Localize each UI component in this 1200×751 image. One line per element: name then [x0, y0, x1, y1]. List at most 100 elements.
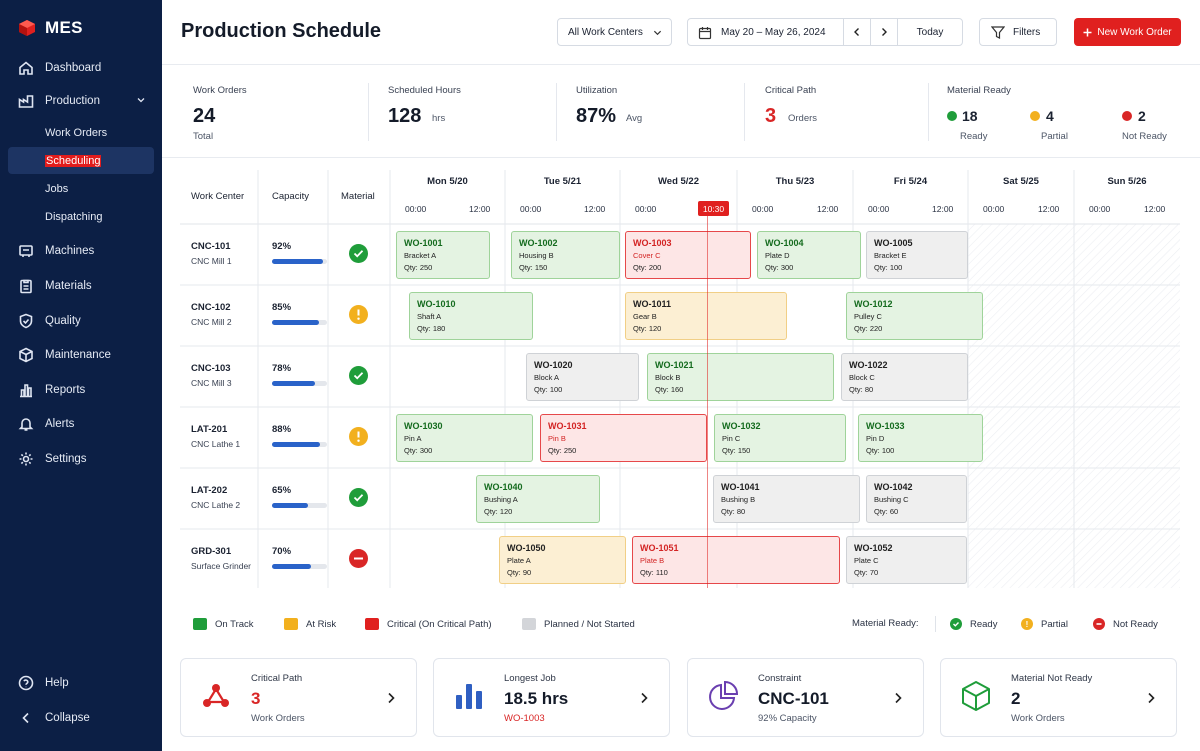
sidebar-item-materials[interactable]: Materials	[8, 272, 154, 300]
work-order-qty: Qty: 250	[404, 263, 433, 272]
work-order-part: Bushing A	[484, 495, 518, 504]
kpi-sub: Total	[193, 131, 214, 142]
next-week-button[interactable]	[870, 19, 898, 45]
sidebar-sub-work-orders[interactable]: Work Orders	[45, 126, 108, 139]
new-work-order-button[interactable]: New Work Order	[1074, 18, 1181, 46]
warning-icon: !	[1021, 618, 1033, 630]
cube-icon	[962, 681, 990, 711]
logo-icon	[19, 20, 35, 36]
legend-label: At Risk	[306, 618, 337, 630]
help-icon	[18, 675, 34, 691]
card-label: Material Not Ready	[1011, 673, 1093, 684]
work-order-qty: Qty: 110	[640, 568, 668, 577]
sidebar-sub-jobs[interactable]: Jobs	[45, 182, 69, 195]
capacity-bar	[272, 381, 327, 386]
work-order-block[interactable]: WO-1010 Shaft A Qty: 180	[409, 292, 533, 340]
work-order-part: Plate C	[854, 556, 879, 565]
sidebar-item-alerts[interactable]: Alerts	[8, 410, 154, 438]
work-order-block[interactable]: WO-1021 Block B Qty: 160	[647, 353, 834, 401]
capacity-bar-fill	[272, 564, 311, 569]
sidebar-item-label: Quality	[45, 315, 81, 327]
work-order-block[interactable]: WO-1050 Plate A Qty: 90	[499, 536, 626, 584]
card-value: 18.5 hrs	[504, 689, 569, 708]
work-order-id: WO-1010	[417, 299, 456, 309]
prev-week-button[interactable]	[843, 19, 870, 45]
filters-button[interactable]: Filters	[979, 18, 1057, 46]
header-work-center: Work Center	[191, 191, 245, 202]
work-order-block[interactable]: WO-1041 Bushing B Qty: 80	[713, 475, 860, 523]
work-order-part: Bushing C	[874, 495, 909, 504]
work-order-part: Housing B	[519, 251, 554, 260]
work-order-id: WO-1041	[721, 482, 760, 492]
work-order-block[interactable]: WO-1051 Plate B Qty: 110	[632, 536, 840, 584]
sidebar-collapse-button[interactable]: Collapse	[8, 704, 154, 732]
work-order-qty: Qty: 70	[854, 568, 879, 577]
kpi-label: Utilization	[576, 85, 618, 96]
work-order-block[interactable]: WO-1042 Bushing C Qty: 60	[866, 475, 967, 523]
sidebar-item-machines[interactable]: Machines	[8, 237, 154, 265]
sidebar-item-maintenance[interactable]: Maintenance	[8, 341, 154, 369]
time-tick: 12:00	[1144, 204, 1166, 214]
page-title: Production Schedule	[181, 20, 382, 42]
chevron-right-icon	[895, 692, 902, 704]
capacity-bar-fill	[272, 381, 315, 386]
work-order-block[interactable]: WO-1004 Plate D Qty: 300	[757, 231, 861, 279]
sidebar-item-dashboard[interactable]: Dashboard	[8, 54, 154, 82]
card-critical-path[interactable]: Critical Path 3 Work Orders	[180, 658, 417, 737]
work-order-block[interactable]: WO-1031 Pin B Qty: 250	[540, 414, 707, 462]
sidebar-item-quality[interactable]: Quality	[8, 307, 154, 335]
current-time-line	[707, 208, 708, 588]
capacity-bar-fill	[272, 503, 308, 508]
work-order-block[interactable]: WO-1011 Gear B Qty: 120	[625, 292, 787, 340]
capacity-bar	[272, 442, 327, 447]
kpi-unit: Avg	[626, 113, 643, 124]
sidebar-item-help[interactable]: Help	[8, 669, 154, 697]
work-order-block[interactable]: WO-1040 Bushing A Qty: 120	[476, 475, 600, 523]
work-order-id: WO-1004	[765, 238, 804, 248]
work-center-select[interactable]: All Work Centers	[557, 18, 672, 46]
work-order-block[interactable]: WO-1020 Block A Qty: 100	[526, 353, 639, 401]
work-center-code: LAT-201	[191, 424, 228, 435]
chevron-right-icon	[882, 28, 887, 36]
work-order-id: WO-1050	[507, 543, 546, 553]
time-tick: 12:00	[1038, 204, 1060, 214]
kpi-value: 87%	[576, 105, 617, 127]
work-order-block[interactable]: WO-1033 Pin D Qty: 100	[858, 414, 983, 462]
card-label: Critical Path	[251, 673, 303, 684]
time-tick: 12:00	[584, 204, 606, 214]
work-order-block[interactable]: WO-1003 Cover C Qty: 200	[625, 231, 751, 279]
work-order-block[interactable]: WO-1032 Pin C Qty: 150	[714, 414, 846, 462]
card-longest-job[interactable]: Longest Job 18.5 hrs WO-1003	[433, 658, 670, 737]
work-order-block[interactable]: WO-1030 Pin A Qty: 300	[396, 414, 533, 462]
work-center-name: CNC Lathe 2	[191, 500, 241, 510]
today-button[interactable]: Today	[898, 19, 962, 45]
card-material-not-ready[interactable]: Material Not Ready 2 Work Orders	[940, 658, 1177, 737]
minus-icon	[1093, 618, 1105, 630]
work-order-block[interactable]: WO-1012 Pulley C Qty: 220	[846, 292, 983, 340]
divider	[556, 83, 557, 141]
sidebar-sub-dispatching[interactable]: Dispatching	[45, 210, 103, 223]
work-order-block[interactable]: WO-1052 Plate C Qty: 70	[846, 536, 967, 584]
kpi-label: Scheduled Hours	[388, 85, 461, 96]
work-order-block[interactable]: WO-1002 Housing B Qty: 150	[511, 231, 620, 279]
day-header: Tue 5/21	[543, 176, 582, 187]
card-sub: WO-1003	[504, 713, 545, 724]
work-order-block[interactable]: WO-1001 Bracket A Qty: 250	[396, 231, 490, 279]
sidebar-item-label: Alerts	[45, 418, 75, 430]
sidebar-item-settings[interactable]: Settings	[8, 445, 154, 473]
chevron-left-icon	[854, 28, 859, 36]
card-constraint[interactable]: Constraint CNC-101 92% Capacity	[687, 658, 924, 737]
help-label: Help	[45, 677, 69, 689]
work-order-block[interactable]: WO-1022 Block C Qty: 80	[841, 353, 968, 401]
work-order-qty: Qty: 100	[534, 385, 563, 394]
sidebar-item-reports[interactable]: Reports	[8, 376, 154, 404]
work-order-block[interactable]: WO-1005 Bracket E Qty: 100	[866, 231, 968, 279]
work-order-id: WO-1012	[854, 299, 893, 309]
sidebar-item-production[interactable]: Production	[8, 87, 154, 115]
work-order-id: WO-1051	[640, 543, 679, 553]
filters-label: Filters	[1013, 26, 1041, 38]
legend-label: On Track	[215, 618, 254, 630]
material-ready-icon	[349, 366, 368, 385]
sidebar-sub-scheduling[interactable]: Scheduling	[8, 147, 154, 174]
app-logo[interactable]: MES	[18, 18, 83, 38]
